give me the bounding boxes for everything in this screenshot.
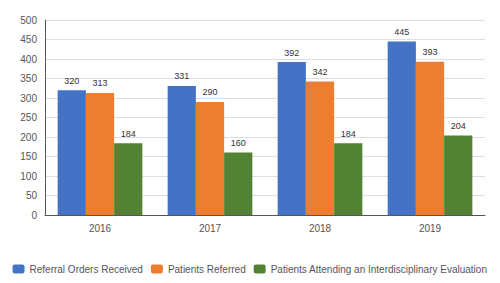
svg-text:313: 313 bbox=[92, 78, 107, 88]
svg-text:200: 200 bbox=[20, 132, 37, 143]
svg-text:450: 450 bbox=[20, 34, 37, 45]
svg-text:Patients Attending an Interdis: Patients Attending an Interdisciplinary … bbox=[271, 264, 487, 275]
svg-text:2018: 2018 bbox=[309, 223, 332, 234]
svg-text:150: 150 bbox=[20, 151, 37, 162]
svg-text:392: 392 bbox=[284, 48, 299, 58]
svg-text:400: 400 bbox=[20, 54, 37, 65]
svg-text:320: 320 bbox=[64, 76, 79, 86]
svg-text:2016: 2016 bbox=[89, 223, 112, 234]
svg-text:50: 50 bbox=[26, 190, 38, 201]
svg-text:204: 204 bbox=[451, 121, 466, 131]
svg-text:290: 290 bbox=[202, 87, 217, 97]
svg-text:350: 350 bbox=[20, 73, 37, 84]
svg-text:300: 300 bbox=[20, 93, 37, 104]
svg-text:160: 160 bbox=[231, 138, 246, 148]
svg-text:342: 342 bbox=[312, 67, 327, 77]
svg-text:250: 250 bbox=[20, 112, 37, 123]
svg-text:445: 445 bbox=[394, 27, 409, 37]
svg-text:184: 184 bbox=[341, 129, 356, 139]
svg-text:Referral Orders Received: Referral Orders Received bbox=[30, 264, 143, 275]
svg-text:331: 331 bbox=[174, 71, 189, 81]
svg-text:2017: 2017 bbox=[199, 223, 222, 234]
svg-text:2019: 2019 bbox=[419, 223, 442, 234]
svg-text:Patients Referred: Patients Referred bbox=[168, 264, 246, 275]
svg-text:500: 500 bbox=[20, 15, 37, 26]
svg-text:0: 0 bbox=[31, 210, 37, 221]
svg-text:184: 184 bbox=[121, 129, 136, 139]
svg-text:393: 393 bbox=[422, 47, 437, 57]
svg-text:100: 100 bbox=[20, 171, 37, 182]
